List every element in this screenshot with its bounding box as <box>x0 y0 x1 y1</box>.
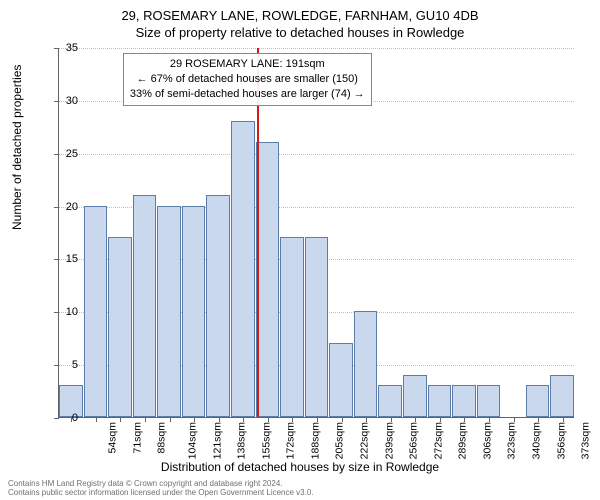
histogram-bar <box>182 206 206 417</box>
histogram-bar <box>329 343 353 417</box>
y-axis-label: Number of detached properties <box>10 65 24 230</box>
xtick-label: 138sqm <box>236 422 248 459</box>
chart-title-line2: Size of property relative to detached ho… <box>0 23 600 40</box>
xtick-label: 222sqm <box>358 422 370 459</box>
xtick-label: 256sqm <box>408 422 420 459</box>
ytick-label: 5 <box>50 359 78 371</box>
histogram-bar <box>133 195 157 417</box>
xtick-label: 306sqm <box>481 422 493 459</box>
gridline <box>59 48 574 49</box>
ytick-label: 25 <box>50 148 78 160</box>
xtick-mark <box>391 417 392 422</box>
ytick-label: 20 <box>50 201 78 213</box>
annotation-line: ← 67% of detached houses are smaller (15… <box>130 72 365 87</box>
histogram-bar <box>550 375 574 417</box>
plot-area: 54sqm71sqm88sqm104sqm121sqm138sqm155sqm1… <box>58 48 574 418</box>
xtick-label: 172sqm <box>285 422 297 459</box>
xtick-label: 373sqm <box>580 422 592 459</box>
xtick-label: 88sqm <box>156 422 168 454</box>
xtick-label: 272sqm <box>432 422 444 459</box>
footer-line: Contains public sector information licen… <box>8 488 314 498</box>
histogram-bar <box>256 142 280 417</box>
footer-attribution: Contains HM Land Registry data © Crown c… <box>8 479 314 498</box>
ytick-label: 30 <box>50 95 78 107</box>
xtick-label: 121sqm <box>211 422 223 459</box>
xtick-mark <box>292 417 293 422</box>
xtick-mark <box>243 417 244 422</box>
annotation-line: 29 ROSEMARY LANE: 191sqm <box>130 57 365 72</box>
xtick-mark <box>120 417 121 422</box>
ytick-label: 15 <box>50 253 78 265</box>
xtick-mark <box>538 417 539 422</box>
xtick-label: 104sqm <box>186 422 198 459</box>
histogram-bar <box>403 375 427 417</box>
xtick-mark <box>219 417 220 422</box>
xtick-mark <box>489 417 490 422</box>
xtick-label: 155sqm <box>260 422 272 459</box>
histogram-bar <box>157 206 181 417</box>
chart-title-line1: 29, ROSEMARY LANE, ROWLEDGE, FARNHAM, GU… <box>0 0 600 23</box>
ytick-label: 35 <box>50 42 78 54</box>
xtick-label: 205sqm <box>334 422 346 459</box>
xtick-mark <box>464 417 465 422</box>
xtick-mark <box>194 417 195 422</box>
annotation-box: 29 ROSEMARY LANE: 191sqm← 67% of detache… <box>123 53 372 106</box>
xtick-label: 323sqm <box>506 422 518 459</box>
annotation-line: 33% of semi-detached houses are larger (… <box>130 87 365 102</box>
histogram-bar <box>84 206 108 417</box>
histogram-bar <box>231 121 255 417</box>
histogram-bar <box>452 385 476 417</box>
xtick-mark <box>96 417 97 422</box>
xtick-label: 54sqm <box>107 422 119 454</box>
histogram-bar <box>305 237 329 417</box>
ytick-label: 0 <box>50 412 78 424</box>
footer-line: Contains HM Land Registry data © Crown c… <box>8 479 314 489</box>
histogram-bar <box>280 237 304 417</box>
xtick-label: 289sqm <box>457 422 469 459</box>
histogram-bar <box>206 195 230 417</box>
xtick-mark <box>514 417 515 422</box>
gridline <box>59 154 574 155</box>
xtick-mark <box>440 417 441 422</box>
xtick-mark <box>317 417 318 422</box>
xtick-mark <box>415 417 416 422</box>
histogram-bar <box>354 311 378 417</box>
xtick-mark <box>366 417 367 422</box>
ytick-label: 10 <box>50 306 78 318</box>
xtick-mark <box>170 417 171 422</box>
xtick-mark <box>563 417 564 422</box>
xtick-label: 188sqm <box>309 422 321 459</box>
xtick-mark <box>342 417 343 422</box>
chart-area: 54sqm71sqm88sqm104sqm121sqm138sqm155sqm1… <box>58 48 574 418</box>
histogram-bar <box>108 237 132 417</box>
xtick-mark <box>268 417 269 422</box>
xtick-mark <box>145 417 146 422</box>
histogram-bar <box>378 385 402 417</box>
xtick-label: 340sqm <box>530 422 542 459</box>
xtick-label: 71sqm <box>131 422 143 454</box>
xtick-label: 239sqm <box>383 422 395 459</box>
x-axis-label: Distribution of detached houses by size … <box>0 460 600 474</box>
histogram-bar <box>428 385 452 417</box>
xtick-label: 356sqm <box>555 422 567 459</box>
histogram-bar <box>477 385 501 417</box>
histogram-bar <box>526 385 550 417</box>
